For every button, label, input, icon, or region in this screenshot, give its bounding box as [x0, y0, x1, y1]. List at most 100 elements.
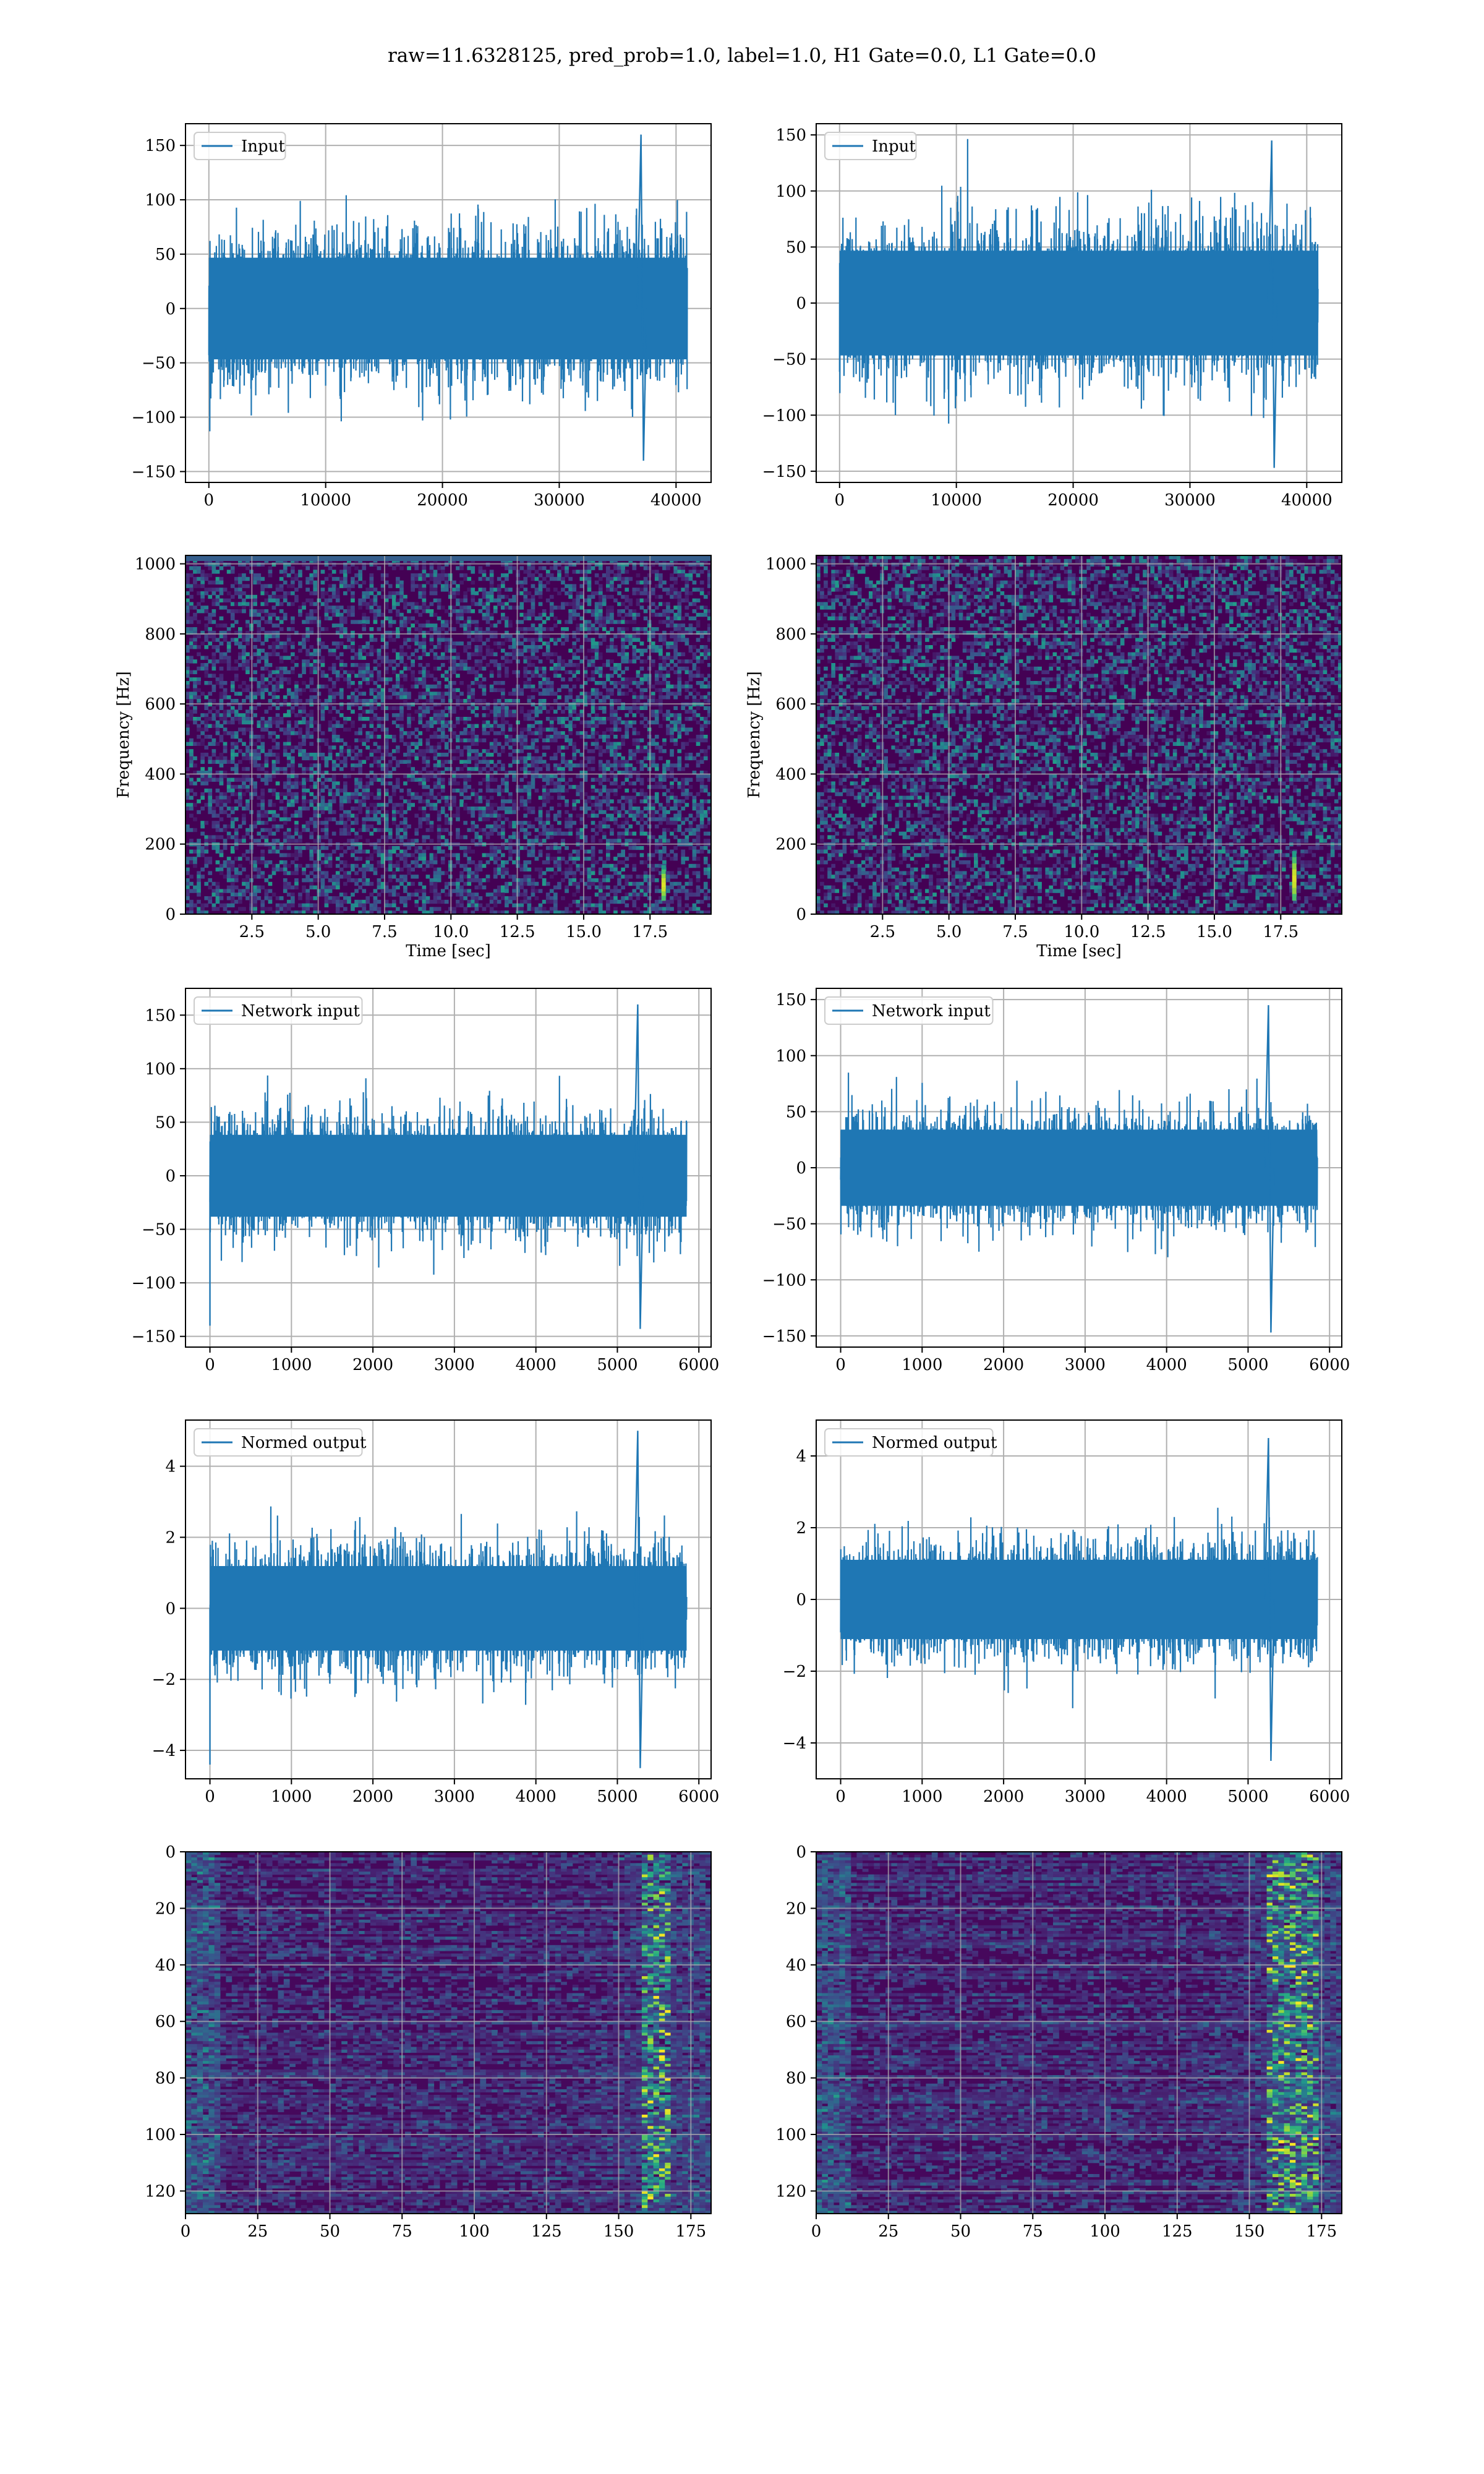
h1-spectrogram-cell [291, 885, 295, 889]
h1-spectrogram-cell [433, 591, 438, 596]
h1-spectrogram-cell [189, 860, 194, 865]
h1-spectrogram-cell [403, 663, 407, 667]
h1-spectrogram-cell [418, 807, 423, 811]
h1-spectrogram-cell [219, 717, 224, 721]
h1-spectrogram-cell [294, 799, 299, 803]
h1-spectrogram-cell [347, 839, 351, 843]
h1-spectrogram-cell [351, 630, 355, 635]
h1-spectrogram-cell [358, 598, 362, 602]
h1-spectrogram-cell [519, 634, 524, 638]
h1-spectrogram-cell [268, 810, 273, 815]
h1-spectrogram-cell [253, 910, 257, 914]
h1-spectrogram-cell [193, 742, 197, 746]
h1-spectrogram-cell [354, 899, 359, 904]
h1-spectrogram-cell [467, 849, 472, 854]
h1-spectrogram-cell [396, 706, 400, 710]
h1-spectrogram-cell [257, 803, 262, 807]
h1-spectrogram-cell [425, 875, 430, 879]
h1-spectrogram-cell [497, 885, 501, 889]
h1-spectrogram-cell [373, 717, 378, 721]
h1-spectrogram-cell [309, 670, 314, 674]
h1-spectrogram-cell [358, 849, 362, 854]
h1-spectrogram-cell [422, 889, 427, 893]
h1-spectrogram-cell [331, 810, 336, 815]
h1-spectrogram-cell [324, 835, 329, 839]
h1-spectrogram-cell [414, 745, 419, 750]
h1-spectrogram-cell [200, 910, 205, 914]
h1-spectrogram-cell [354, 656, 359, 660]
h1-spectrogram-cell [474, 899, 479, 904]
h1-spectrogram-cell [437, 630, 441, 635]
h1-spectrogram-cell [508, 738, 513, 743]
h1-spectrogram-cell [411, 670, 415, 674]
h1-spectrogram-cell [380, 845, 385, 850]
h1-spectrogram-cell [358, 699, 362, 703]
h1-spectrogram-cell [384, 803, 389, 807]
h1-spectrogram-cell [347, 681, 351, 685]
h1-spectrogram-cell [407, 630, 411, 635]
h1-spectrogram-cell [358, 738, 362, 743]
h1-spectrogram-cell [264, 638, 269, 642]
h1-spectrogram-cell [313, 910, 318, 914]
h1-spectrogram-cell [208, 860, 213, 865]
h1-spectrogram-cell [343, 591, 348, 596]
h1-input-legend-label: Input [241, 137, 285, 156]
h1-spectrogram-cell [358, 810, 362, 815]
h1-spectrogram-cell [399, 598, 404, 602]
h1-spectrogram-cell [403, 616, 407, 620]
h1-spectrogram-cell [253, 652, 257, 656]
h1-spectrogram-cell [226, 777, 231, 782]
h1-spectrogram-cell [508, 713, 513, 717]
h1-spectrogram-cell [380, 828, 385, 833]
h1-spectrogram-cell [208, 777, 213, 782]
h1-spectrogram-cell [328, 807, 333, 811]
h1-spectrogram-cell [283, 753, 288, 757]
h1-spectrogram-cell [324, 771, 329, 775]
h1-spectrogram-cell [489, 588, 494, 592]
h1-spectrogram-cell [331, 695, 336, 700]
h1-spectrogram-cell [399, 580, 404, 584]
h1-spectrogram-cell [320, 881, 325, 886]
h1-spectrogram-cell [245, 785, 250, 789]
h1-spectrogram-cell [238, 656, 242, 660]
h1-spectrogram-cell [253, 638, 257, 642]
h1-spectrogram-cell [317, 620, 322, 624]
h1-spectrogram-cell [497, 663, 501, 667]
h1-spectrogram-cell [388, 795, 393, 800]
h1-spectrogram-cell [452, 681, 456, 685]
h1-spectrogram-cell [425, 688, 430, 692]
h1-spectrogram-cell [418, 641, 423, 646]
h1-spectrogram-cell [215, 645, 220, 649]
h1-spectrogram-cell [549, 807, 554, 811]
h1-spectrogram-cell [358, 670, 362, 674]
h1-spectrogram-cell [313, 566, 318, 570]
h1-spectrogram-cell [425, 896, 430, 901]
h1-spectrogram-cell [343, 792, 348, 797]
h1-spectrogram-cell [377, 795, 382, 800]
h1-spectrogram-cell [505, 573, 509, 578]
h1-spectrogram-cell [331, 831, 336, 836]
h1-spectrogram-cell [440, 720, 445, 725]
h1-spectrogram-cell [403, 677, 407, 682]
h1-spectrogram-cell [189, 839, 194, 843]
h1-spectrogram-cell [474, 627, 479, 631]
h1-spectrogram-cell [538, 910, 543, 914]
h1-spectrogram-cell [317, 699, 322, 703]
h1-spectrogram-cell [444, 899, 449, 904]
h1-spectrogram-cell [331, 731, 336, 735]
h1-spectrogram-cell [471, 810, 475, 815]
h1-spectrogram-cell [186, 903, 190, 907]
h1-spectrogram-cell [384, 606, 389, 610]
h1-spectrogram-cell [339, 691, 344, 696]
h1-spectrogram-cell [189, 813, 194, 818]
h1-spectrogram-cell [418, 606, 423, 610]
h1-spectrogram-cell [471, 594, 475, 599]
h1-spectrogram-cell [471, 903, 475, 907]
h1-spectrogram-cell [219, 630, 224, 635]
h1-spectrogram-cell [208, 792, 213, 797]
h1-spectrogram-cell [211, 652, 216, 656]
h1-spectrogram-cell [354, 652, 359, 656]
h1-spectrogram-cell [519, 777, 524, 782]
h1-spectrogram-cell [467, 899, 472, 904]
h1-spectrogram-cell [211, 749, 216, 753]
